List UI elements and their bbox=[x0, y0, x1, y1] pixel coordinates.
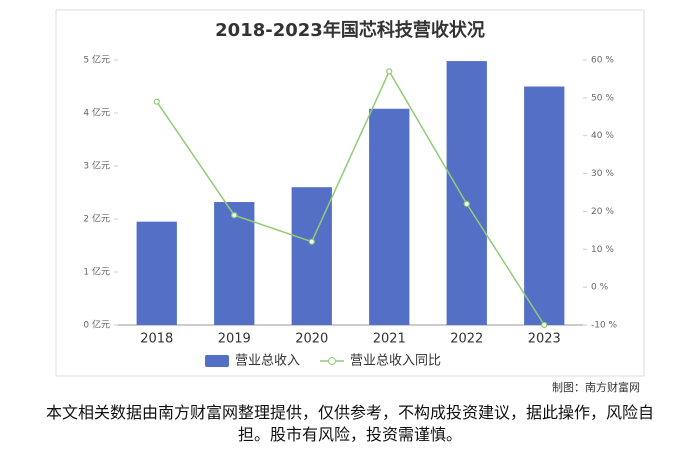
y2-tick-label: 50 % bbox=[591, 93, 614, 103]
y-tick-label: 1 亿元 bbox=[83, 266, 110, 278]
credit: 制图：南方财富网 bbox=[552, 380, 640, 394]
x-tick-label: 2018 bbox=[140, 332, 173, 347]
y2-tick-label: 10 % bbox=[591, 245, 614, 255]
chart-title: 2018-2023年国芯科技营收状况 bbox=[215, 19, 485, 41]
bar bbox=[136, 221, 177, 325]
legend-swatch bbox=[328, 357, 337, 365]
line-marker bbox=[231, 212, 238, 219]
bar bbox=[291, 187, 332, 325]
bar bbox=[524, 86, 565, 325]
legend-label: 营业总收入 bbox=[235, 354, 300, 369]
chart-frame bbox=[55, 9, 645, 377]
x-tick-label: 2020 bbox=[295, 332, 328, 347]
y2-tick-label: 60 % bbox=[591, 56, 614, 66]
x-tick-label: 2023 bbox=[528, 332, 561, 347]
line-marker bbox=[153, 98, 160, 105]
y2-tick-label: 40 % bbox=[591, 131, 614, 141]
legend-label: 营业总收入同比 bbox=[350, 354, 441, 369]
line-marker bbox=[463, 200, 470, 207]
y-tick-label: 3 亿元 bbox=[83, 160, 110, 172]
y2-tick-label: 20 % bbox=[591, 207, 614, 217]
y-tick-label: 5 亿元 bbox=[83, 54, 110, 66]
line bbox=[156, 69, 545, 326]
y2-tick-label: -10 % bbox=[591, 321, 618, 331]
bar bbox=[369, 108, 410, 325]
y2-tick-label: 0 % bbox=[591, 283, 609, 293]
x-tick-label: 2021 bbox=[373, 332, 406, 347]
bar bbox=[446, 61, 487, 326]
y2-tick-label: 30 % bbox=[591, 169, 614, 179]
x-tick-label: 2019 bbox=[218, 332, 251, 347]
legend-swatch bbox=[205, 355, 229, 367]
line-marker bbox=[541, 321, 548, 329]
x-tick-label: 2022 bbox=[450, 332, 483, 347]
chart: 2018-2023年国芯科技营收状况 制图：南方财富网 0 亿元 1 亿元 2 亿元… bbox=[55, 9, 645, 394]
line-marker bbox=[308, 238, 315, 245]
y-tick-label: 0 亿元 bbox=[83, 319, 110, 331]
y-tick-label: 2 亿元 bbox=[83, 213, 110, 225]
y-tick-label: 4 亿元 bbox=[83, 107, 110, 119]
footer-note: 本文相关数据由南方财富网整理提供，仅供参考，不构成投资建议，据此操作，风险自担。… bbox=[45, 403, 654, 444]
bar bbox=[214, 202, 255, 325]
line-marker bbox=[386, 68, 393, 75]
